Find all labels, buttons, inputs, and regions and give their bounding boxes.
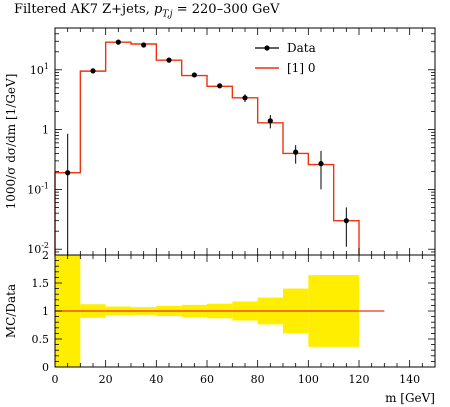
x-tick-label: 40 — [149, 373, 163, 386]
y-tick-label: 10-2 — [27, 241, 49, 256]
x-tick-label: 120 — [349, 373, 370, 386]
y-tick-label: 101 — [30, 62, 49, 77]
legend-data-label: Data — [287, 41, 316, 55]
mc-histogram — [54, 41, 360, 255]
data-point — [141, 42, 147, 48]
y-axis-title: 1000/σ dσ/dm [1/GeV] — [4, 74, 18, 210]
legend-data-marker — [264, 45, 270, 51]
ratio-y-tick-label: 1 — [42, 305, 49, 318]
y-tick-label: 1 — [42, 124, 49, 137]
data-point — [65, 170, 71, 176]
y-tick-label: 10-1 — [27, 181, 49, 196]
data-point — [242, 95, 248, 101]
ratio-y-tick-label: 2 — [42, 249, 49, 262]
ratio-y-axis-title: MC/Data — [4, 284, 18, 338]
x-tick-label: 0 — [52, 373, 59, 386]
data-point — [343, 218, 349, 224]
axis-labels: 101 1 10-1 10-2 Data [1] 0 1000/σ dσ/dm [1/GeV… — [4, 41, 435, 405]
ratio-y-tick-label: 1.5 — [32, 277, 50, 290]
x-tick-label: 80 — [251, 373, 265, 386]
ratio-panel — [54, 254, 436, 368]
data-point — [115, 39, 121, 45]
x-tick-label: 60 — [200, 373, 214, 386]
data-point — [90, 68, 96, 74]
data-point — [166, 57, 172, 63]
data-point — [318, 161, 324, 167]
ratio-y-tick-label: 0.5 — [32, 333, 50, 346]
x-axis-title: m [GeV] — [385, 391, 435, 405]
data-point — [293, 149, 299, 155]
ratio-y-tick-label: 0 — [42, 361, 49, 374]
main-panel — [54, 27, 436, 256]
data-point — [191, 72, 197, 78]
x-tick-label: 100 — [298, 373, 319, 386]
data-point — [217, 83, 223, 89]
x-tick-label: 20 — [99, 373, 113, 386]
x-tick-label: 140 — [399, 373, 420, 386]
main-frame — [54, 27, 436, 256]
chart-title: Filtered AK7 Z+jets, pT,j = 220–300 GeV — [14, 2, 280, 20]
data-point — [267, 118, 273, 124]
legend-mc-label: [1] 0 — [287, 61, 315, 75]
